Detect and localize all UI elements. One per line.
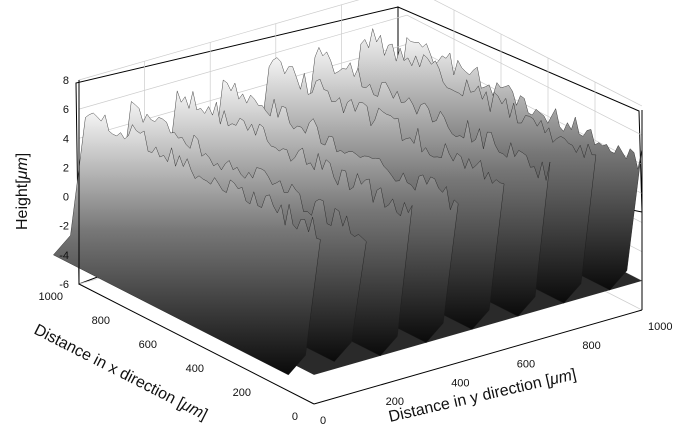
z-tick-label: 8 — [63, 75, 69, 87]
z-tick-label: 0 — [63, 192, 69, 204]
z-tick-label: -4 — [59, 250, 69, 262]
z-tick-label: -6 — [59, 279, 69, 291]
z-tick-label: 6 — [63, 104, 69, 116]
surface — [53, 28, 642, 376]
floor-edges — [78, 80, 643, 405]
y-tick-label: 1000 — [648, 321, 672, 333]
y-tick-label: 600 — [517, 359, 535, 371]
x-tick-labels: 1000 800 600 400 200 0 — [39, 291, 298, 423]
surface-ridge — [53, 112, 321, 376]
y-tick-label: 0 — [320, 415, 326, 427]
x-axis-line — [78, 283, 315, 405]
y-tick-labels: 0 200 400 600 800 1000 — [320, 321, 672, 427]
x-tick-label: 800 — [92, 315, 110, 327]
z-axis-label: Height[μm] — [14, 153, 31, 230]
grid-line — [78, 14, 643, 136]
z-tick-label: -2 — [59, 221, 69, 233]
x-tick-label: 400 — [186, 363, 204, 375]
x-tick-label: 200 — [233, 387, 251, 399]
x-tick-label: 1000 — [39, 291, 63, 303]
x-tick-label: 0 — [292, 411, 298, 423]
x-tick-label: 600 — [139, 339, 157, 351]
y-tick-label: 800 — [582, 340, 600, 352]
y-tick-label: 200 — [386, 396, 404, 408]
y-tick-label: 400 — [451, 377, 469, 389]
z-tick-labels: 8 6 4 2 0 -2 -4 -6 — [59, 75, 69, 291]
z-tick-label: 2 — [63, 162, 69, 174]
z-tick-label: 4 — [63, 133, 69, 145]
y-axis-line — [313, 309, 643, 405]
grid-line — [78, 0, 643, 107]
